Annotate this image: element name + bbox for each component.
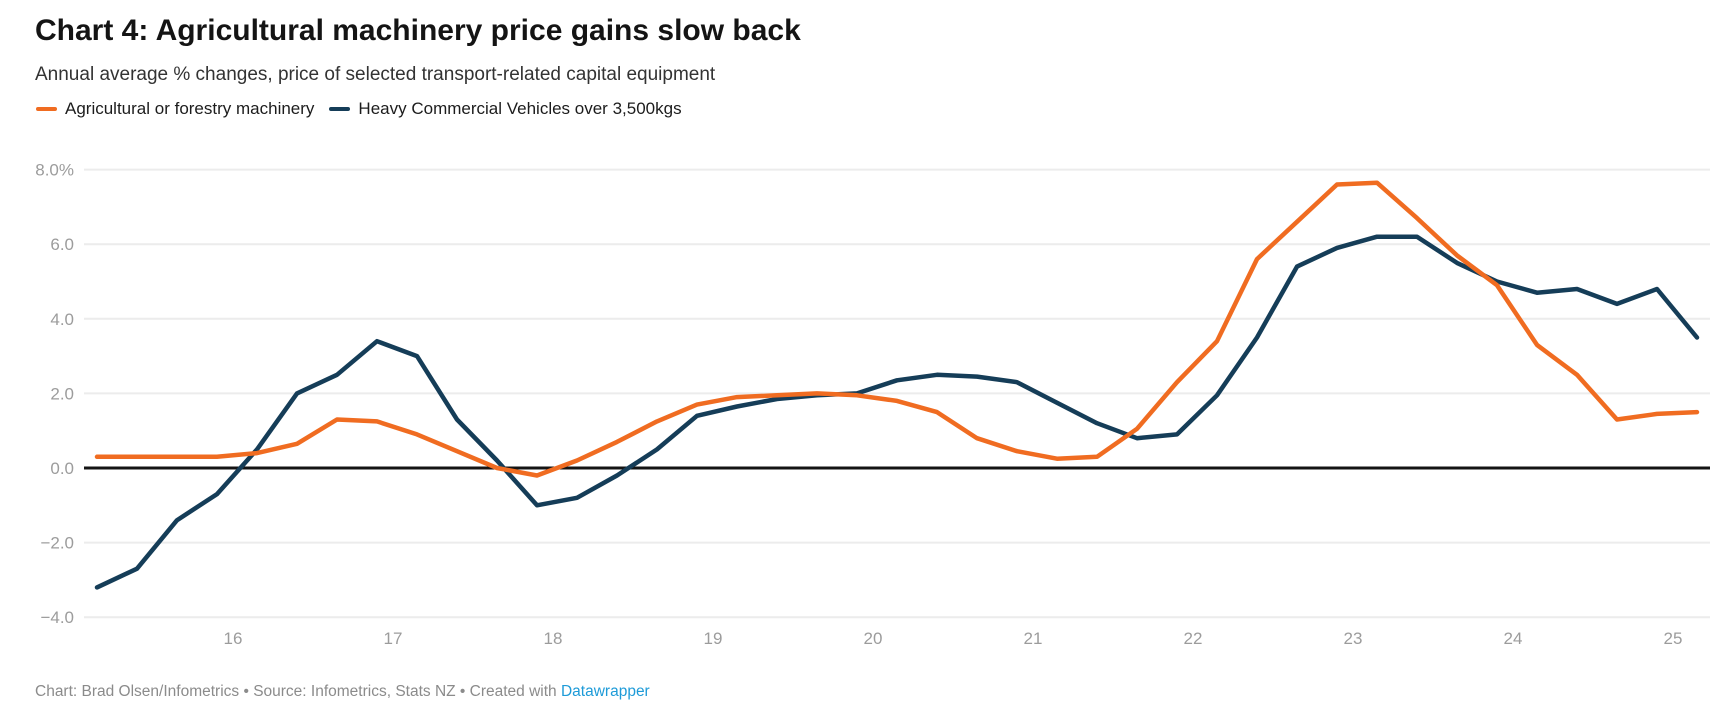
y-tick-label: 8.0% — [35, 161, 74, 180]
x-tick-label: 16 — [224, 629, 243, 648]
x-tick-label: 18 — [544, 629, 563, 648]
legend-label-agricultural: Agricultural or forestry machinery — [65, 99, 315, 118]
series-line-agricultural — [94, 180, 1700, 478]
x-tick-label: 24 — [1504, 629, 1523, 648]
x-tick-label: 21 — [1024, 629, 1043, 648]
x-tick-label: 22 — [1184, 629, 1203, 648]
x-tick-label: 19 — [704, 629, 723, 648]
legend-item-hcv: Heavy Commercial Vehicles over 3,500kgs — [329, 99, 682, 119]
x-tick-label: 20 — [864, 629, 883, 648]
x-tick-label: 23 — [1344, 629, 1363, 648]
legend-swatch-navy-icon — [329, 107, 351, 111]
y-tick-label: 2.0 — [50, 384, 74, 403]
x-tick-label: 17 — [384, 629, 403, 648]
legend-swatch-orange-icon — [36, 107, 57, 111]
series-line-heavy-commercial-vehicles — [94, 234, 1700, 590]
legend: Agricultural or forestry machinery Heavy… — [36, 99, 682, 119]
legend-item-agricultural: Agricultural or forestry machinery — [36, 99, 314, 119]
y-tick-label: 4.0 — [50, 310, 74, 329]
footer-credit: Chart: Brad Olsen/Infometrics • Source: … — [35, 683, 561, 700]
x-tick-label: 25 — [1664, 629, 1683, 648]
y-tick-label: −2.0 — [40, 534, 74, 553]
chart-footer: Chart: Brad Olsen/Infometrics • Source: … — [35, 683, 650, 701]
chart-title: Chart 4: Agricultural machinery price ga… — [35, 14, 801, 47]
y-tick-label: −4.0 — [40, 608, 74, 627]
y-tick-label: 0.0 — [50, 459, 74, 478]
y-tick-label: 6.0 — [50, 235, 74, 254]
datawrapper-link[interactable]: Datawrapper — [560, 683, 650, 700]
chart-subtitle: Annual average % changes, price of selec… — [35, 64, 716, 85]
legend-label-hcv: Heavy Commercial Vehicles over 3,500kgs — [358, 99, 682, 118]
